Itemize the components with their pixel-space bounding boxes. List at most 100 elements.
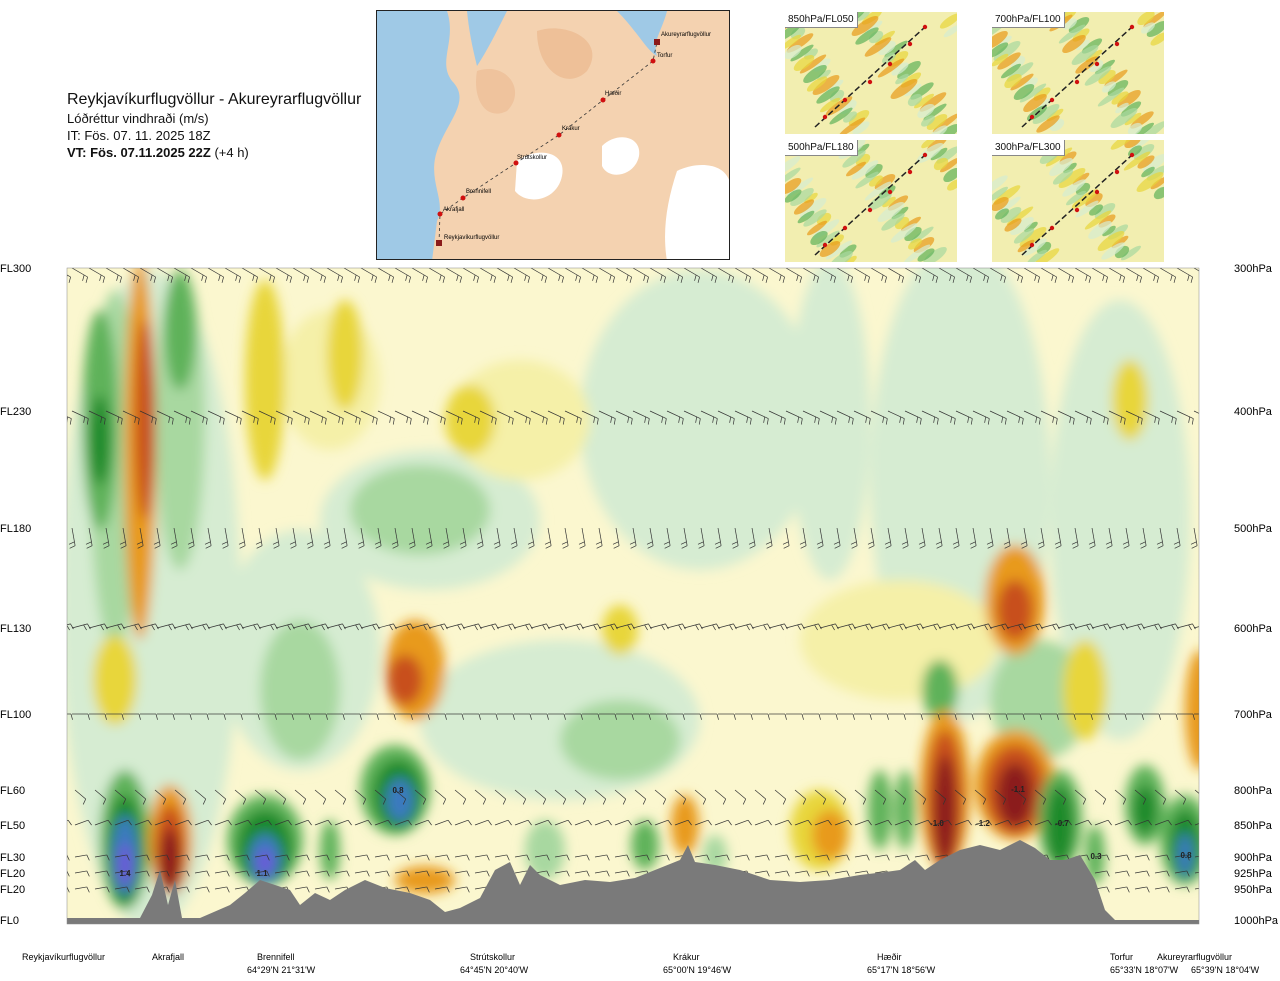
pressure-level-label: 850hPa [1234,820,1273,832]
wind-barb [922,713,940,720]
wind-barb [1193,626,1199,629]
wind-barb [454,886,470,893]
wind-barb [411,410,429,425]
wind-barb [1074,789,1087,805]
wind-barb [241,268,258,283]
wind-barb [309,410,327,425]
wind-barb [474,854,490,861]
wind-barb [939,713,957,720]
wind-barb [208,713,226,720]
wind-barb [774,870,790,877]
wind-barb [666,410,684,425]
wind-barb [1194,713,1199,715]
wind-barb [204,527,212,549]
wind-barb [1174,870,1190,877]
velocity-contour [1112,360,1148,440]
wind-barb [514,854,530,861]
wind-barb [334,854,350,861]
pressure-level-label: 900hPa [1234,852,1273,864]
cell-value-label: -1.0 [930,819,944,828]
cell-value-label: 0.8 [1180,851,1192,860]
wind-barb [344,713,362,720]
cell-value-label: 1.4 [119,869,131,878]
wind-barb [494,819,512,826]
wind-barb [309,623,329,631]
wind-barb [701,713,719,720]
wind-barb [1094,870,1110,877]
wind-barb [1194,789,1199,794]
wind-barb [904,623,924,631]
wind-barb [894,854,910,861]
wind-barb [314,870,330,877]
waypoint-coord: 65°17'N 18°56'W [867,965,936,975]
wind-barb [765,527,773,549]
wind-barb [327,713,345,720]
wind-barb [156,410,174,425]
wind-barb [513,410,531,425]
wind-barb [1154,870,1170,877]
wind-barb [428,268,445,283]
wind-barb [629,527,637,549]
wind-barb [294,886,310,893]
wind-barb [1125,410,1143,425]
wind-barb [1194,871,1199,874]
wind-barb [1134,854,1150,861]
pressure-level-label: 700hPa [1234,709,1273,721]
wind-barb [564,268,581,283]
wind-barb [494,854,510,861]
wind-barb [214,789,227,805]
velocity-contour [1185,650,1199,770]
wind-barb [241,623,261,631]
wind-barb [241,410,259,425]
wind-barb [734,623,754,631]
wind-barb [574,819,592,826]
wind-barb [994,819,1012,826]
wind-barb [476,527,484,549]
wind-barb [1154,886,1170,893]
wind-barb [1159,268,1176,283]
wind-barb [1003,527,1011,549]
route-point-label: Hæðir [605,90,621,97]
wind-barb [510,527,518,549]
wind-barb [717,623,737,631]
wind-barb [224,268,241,283]
mini-map-label: 300hPa/FL300 [992,140,1065,156]
wind-barb [1037,527,1045,549]
wind-barb [434,886,450,893]
wind-barb [1142,268,1159,283]
wind-barb [411,623,431,631]
wind-barb [191,713,209,720]
wind-barb [326,268,343,283]
wind-barb [114,854,130,861]
wind-barb [459,527,467,549]
wind-barb [274,819,292,826]
wind-barb [357,527,365,549]
flight-level-label: FL100 [0,709,31,721]
waypoint-label: Strútskollur [470,952,515,962]
wind-barb [434,870,450,877]
wind-barb [782,527,790,549]
mini-map-label: 500hPa/FL180 [785,140,858,156]
wind-barb [274,870,290,877]
wind-barb [814,854,830,861]
wind-barb [1041,713,1059,720]
waypoint-label: Akrafjall [152,952,184,962]
wind-barb [238,527,246,549]
wind-barb [794,854,810,861]
wind-barb [564,623,584,631]
wind-barb [834,789,847,805]
wind-barb [894,819,912,826]
velocity-contour [631,820,659,870]
wind-barb [718,713,736,720]
wind-barb [1024,713,1042,720]
wind-barb [154,819,172,826]
velocity-contour [525,820,565,880]
wind-barb [836,410,854,425]
wind-barb [114,819,132,826]
wind-barb [683,623,703,631]
wind-barb [1057,623,1077,631]
velocity-contour [790,268,870,580]
wind-barb [754,819,772,826]
wind-barb [938,623,958,631]
wind-barb [530,623,550,631]
